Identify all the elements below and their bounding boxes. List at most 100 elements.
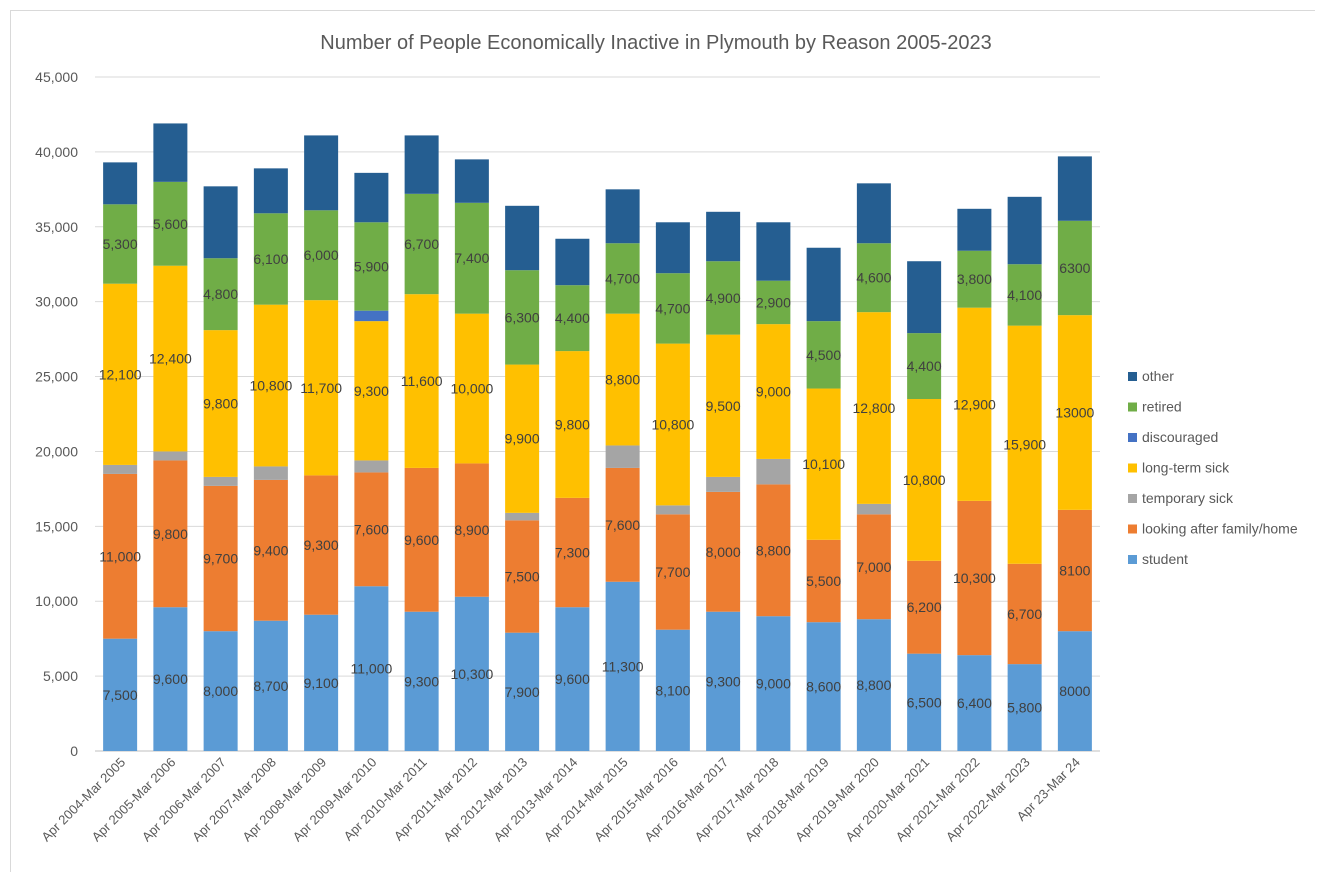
data-label: 7,300: [555, 545, 590, 561]
bar-segment-looking-after-family-home: [505, 520, 540, 633]
data-label: 7,600: [605, 517, 640, 533]
data-label: 9,000: [756, 384, 791, 400]
data-label: 11,000: [99, 548, 141, 564]
bar-segment-long-term-sick: [203, 330, 238, 477]
y-tick-label: 35,000: [35, 219, 78, 235]
data-label: 9,600: [153, 671, 188, 687]
bar-segment-retired: [1007, 264, 1042, 326]
data-label: 9,700: [203, 551, 238, 567]
bar-segment-other: [957, 208, 992, 251]
data-label: 6,400: [957, 695, 992, 711]
bar-segment-temporary-sick: [103, 464, 138, 474]
bar-segment-other: [706, 211, 741, 262]
data-label: 5,500: [806, 573, 841, 589]
bar-segment-other: [806, 247, 841, 322]
bar-segment-looking-after-family-home: [806, 539, 841, 623]
bar-segment-student: [957, 655, 992, 751]
bar-segment-student: [605, 581, 640, 751]
bar-segment-looking-after-family-home: [655, 514, 690, 630]
bar-segment-looking-after-family-home: [706, 491, 741, 612]
x-tick-label: Apr 2004-Mar 2005: [38, 755, 128, 845]
data-label: 6,700: [1007, 606, 1042, 622]
data-label: 6300: [1059, 260, 1090, 276]
bar-segment-retired: [304, 210, 339, 301]
bar-segment-retired: [153, 181, 188, 266]
bar-segment-long-term-sick: [304, 300, 339, 476]
bar-segment-looking-after-family-home: [957, 500, 992, 656]
data-label: 6,300: [505, 309, 540, 325]
data-label: 5,300: [103, 236, 138, 252]
bar-segment-looking-after-family-home: [1057, 509, 1092, 632]
bar-segment-other: [907, 261, 942, 334]
y-tick-label: 0: [70, 743, 78, 759]
bar-segment-student: [203, 631, 238, 751]
bar-segment-looking-after-family-home: [756, 484, 791, 617]
bar-segment-retired: [505, 270, 540, 365]
data-label: 10,300: [450, 666, 493, 682]
data-label: 12,100: [99, 366, 142, 382]
data-label: 10,300: [953, 570, 996, 586]
bar-segment-other: [605, 189, 640, 244]
data-label: 8,000: [706, 544, 741, 560]
legend-label: temporary sick: [1142, 490, 1234, 506]
data-label: 8,100: [655, 682, 690, 698]
legend-label: other: [1142, 368, 1174, 384]
bar-segment-student: [505, 632, 540, 751]
bar-segment-temporary-sick: [153, 451, 188, 461]
bar-segment-other: [856, 183, 891, 244]
bar-segment-temporary-sick: [655, 505, 690, 515]
y-axis-ticks: 0 5,000 10,000 15,000 20,000 25,000 30,000 35,0…: [35, 69, 78, 759]
legend-swatch: [1128, 524, 1137, 534]
bar-segment-temporary-sick: [856, 503, 891, 515]
bar-segment-retired: [806, 321, 841, 389]
bar-segment-other: [253, 168, 288, 214]
data-label: 9,800: [555, 416, 590, 432]
data-label: 8,000: [203, 683, 238, 699]
bar-segment-long-term-sick: [907, 399, 942, 561]
data-label: 4,100: [1007, 287, 1042, 303]
data-label: 7,000: [856, 559, 891, 575]
data-label: 12,400: [149, 351, 192, 367]
x-tick-label: Apr 2012-Mar 2013: [440, 755, 530, 845]
bar-segment-retired: [856, 243, 891, 313]
bar-segment-other: [354, 172, 389, 223]
bar-segment-retired: [103, 204, 138, 284]
data-label: 12,800: [852, 400, 895, 416]
data-label: 8,800: [605, 372, 640, 388]
y-tick-label: 45,000: [35, 69, 78, 85]
data-label: 6,000: [304, 247, 339, 263]
bar-segment-student: [1057, 631, 1092, 751]
bar-segment-retired: [957, 250, 992, 308]
y-tick-label: 10,000: [35, 593, 78, 609]
legend-label: retired: [1142, 399, 1182, 415]
x-tick-label: Apr 2014-Mar 2015: [541, 755, 631, 845]
data-label: 9,800: [203, 396, 238, 412]
legend-swatch: [1128, 555, 1137, 564]
bar-segment-looking-after-family-home: [253, 479, 288, 621]
bar-segment-retired: [404, 193, 439, 295]
x-tick-label: Apr 2009-Mar 2010: [290, 755, 380, 845]
data-label: 10,800: [903, 472, 946, 488]
x-tick-label: Apr 2008-Mar 2009: [239, 755, 329, 845]
x-tick-label: Apr 2013-Mar 2014: [491, 755, 581, 845]
bar-segment-long-term-sick: [354, 321, 389, 461]
y-tick-label: 40,000: [35, 144, 78, 160]
y-tick-label: 15,000: [35, 518, 78, 534]
bar-segment-looking-after-family-home: [354, 472, 389, 587]
data-label: 5,800: [1007, 700, 1042, 716]
bar-segment-retired: [1057, 220, 1092, 316]
bar-segment-other: [404, 135, 439, 194]
data-labels: 7,500 11,000 12,100 5,300 9,600 9,800 12,400 5,…: [99, 216, 1095, 716]
legend-label: student: [1142, 551, 1188, 567]
bar-segment-student: [454, 596, 489, 751]
bar-segment-long-term-sick: [957, 307, 992, 501]
bar-segment-temporary-sick: [706, 476, 741, 492]
x-tick-label: Apr 2015-Mar 2016: [591, 755, 681, 845]
bar-segment-temporary-sick: [505, 512, 540, 521]
bar-segment-other: [203, 186, 238, 259]
bar-segment-retired: [253, 213, 288, 305]
data-label: 11,600: [401, 373, 443, 389]
bar-segment-student: [1007, 664, 1042, 751]
data-label: 9,400: [253, 542, 288, 558]
bar-segment-long-term-sick: [706, 334, 741, 477]
